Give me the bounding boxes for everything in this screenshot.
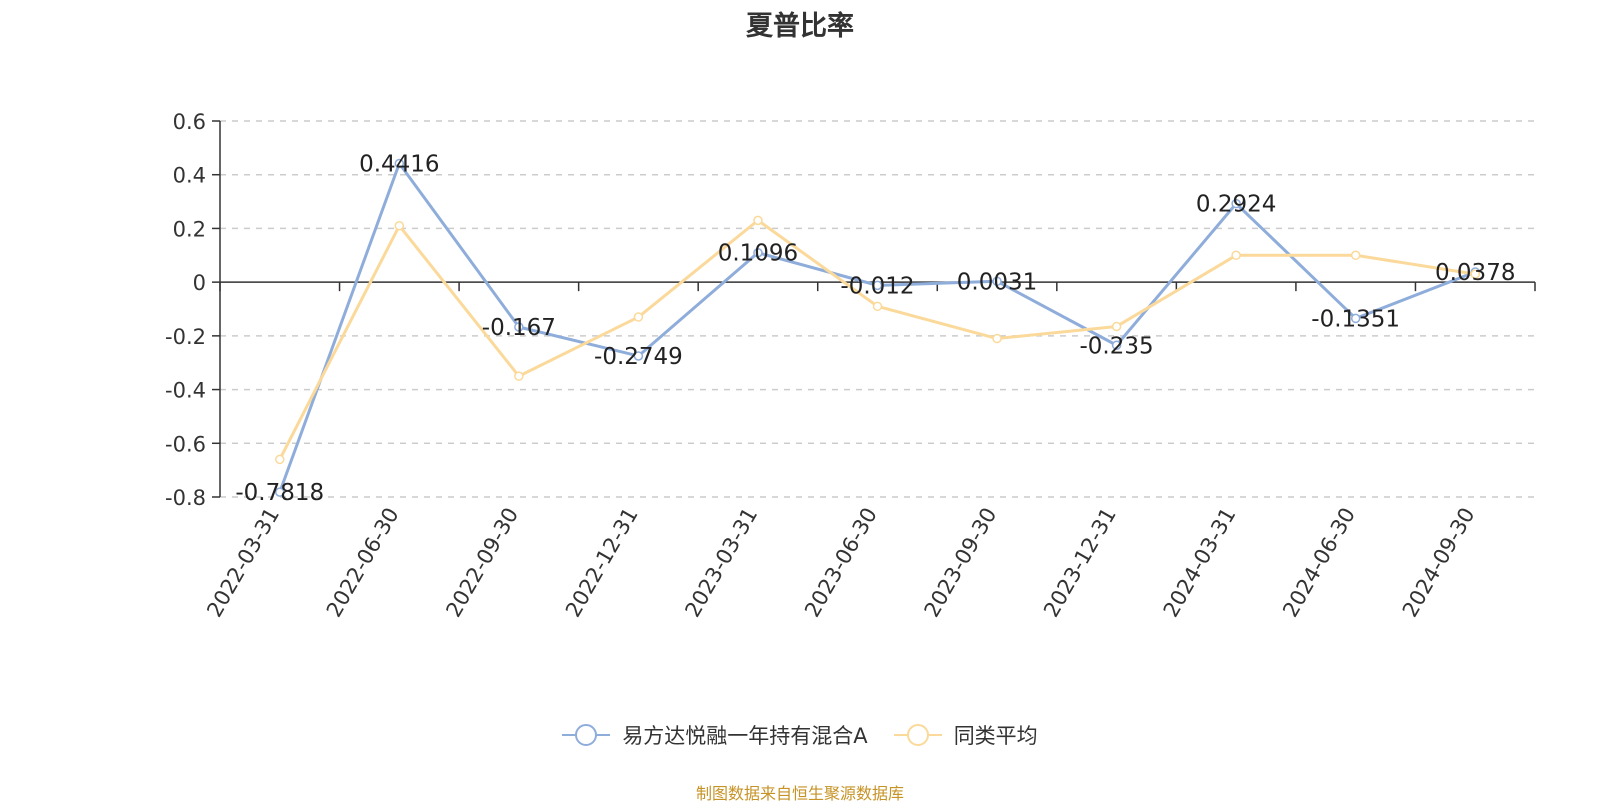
series-0-point-9[interactable]	[1350, 313, 1361, 324]
series-0-point-0[interactable]	[275, 487, 285, 497]
series-1-point-2[interactable]	[514, 371, 524, 381]
series-0-point-8[interactable]	[1231, 198, 1241, 209]
x-tick-label-10: 2024-09-30	[1398, 504, 1480, 622]
series-0-point-6[interactable]	[992, 276, 1002, 287]
data-label-9: -0.1351	[1311, 306, 1400, 332]
legend-marker-category-average-icon	[893, 723, 942, 747]
data-label-2: -0.167	[482, 315, 556, 341]
series-1-point-3[interactable]	[633, 312, 644, 322]
series-line-0	[278, 162, 1476, 493]
y-tick-label-3: 0	[193, 271, 206, 295]
series-0-point-1[interactable]	[394, 158, 405, 169]
series-0-point-2[interactable]	[514, 322, 524, 332]
series-1-point-5[interactable]	[872, 301, 883, 312]
data-label-0: -0.7818	[235, 480, 324, 506]
y-tick-label-4: -0.2	[165, 325, 206, 349]
x-tick-label-4: 2023-03-31	[680, 504, 762, 622]
source-note: 制图数据来自恒生聚源数据库	[695, 784, 904, 803]
x-tick-label-0: 2022-03-31	[202, 504, 284, 622]
x-tick-label-7: 2023-12-31	[1039, 504, 1121, 622]
y-tick-label-1: 0.4	[173, 164, 206, 188]
series-1-point-0[interactable]	[275, 454, 285, 465]
x-tick-label-1: 2022-06-30	[322, 504, 404, 622]
y-tick-label-6: -0.6	[165, 432, 206, 456]
series-1-point-6[interactable]	[992, 333, 1002, 344]
x-tick-label-3: 2022-12-31	[561, 504, 643, 622]
series-1-point-4[interactable]	[753, 215, 763, 226]
x-tick-label-6: 2023-09-30	[920, 503, 1002, 621]
legend-item-fund[interactable]: 易方达悦融一年持有混合A	[562, 720, 868, 750]
series-1-point-10[interactable]	[1470, 269, 1480, 279]
series-1-point-9[interactable]	[1350, 250, 1361, 261]
data-label-8: 0.2924	[1196, 192, 1276, 218]
series-1-point-8[interactable]	[1231, 250, 1241, 261]
series-0-point-4[interactable]	[753, 247, 763, 258]
y-tick-label-7: -0.8	[165, 486, 206, 510]
series-0-point-3[interactable]	[633, 351, 644, 361]
legend-marker-fund-icon	[562, 723, 611, 747]
series-1-point-7[interactable]	[1111, 321, 1122, 332]
series-line-1	[278, 218, 1476, 461]
legend-label-category-average: 同类平均	[953, 724, 1038, 748]
series-0-point-5[interactable]	[872, 280, 883, 291]
x-tick-label-2: 2022-09-30	[441, 504, 523, 622]
series-1-point-1[interactable]	[394, 220, 405, 231]
data-label-3: -0.2749	[594, 344, 683, 370]
chart-legend: 易方达悦融一年持有混合A 同类平均	[0, 720, 1600, 750]
data-label-1: 0.4416	[359, 152, 439, 178]
data-label-4: 0.1096	[718, 241, 798, 267]
legend-item-category-average[interactable]: 同类平均	[893, 720, 1038, 750]
series-0-point-7[interactable]	[1111, 340, 1122, 351]
data-label-7: -0.235	[1080, 333, 1154, 359]
data-label-10: 0.0378	[1435, 260, 1515, 286]
y-tick-label-2: 0.2	[173, 217, 206, 241]
x-tick-label-9: 2024-06-30	[1278, 504, 1360, 622]
chart-title: 夏普比率	[746, 11, 854, 42]
x-tick-label-8: 2024-03-31	[1159, 504, 1241, 622]
data-label-5: -0.012	[840, 273, 914, 299]
data-label-6: 0.0031	[957, 269, 1037, 295]
y-tick-label-5: -0.4	[165, 379, 206, 403]
y-tick-label-0: 0.6	[173, 110, 206, 134]
x-tick-label-5: 2023-06-30	[800, 504, 882, 622]
legend-label-fund: 易方达悦融一年持有混合A	[622, 724, 868, 748]
